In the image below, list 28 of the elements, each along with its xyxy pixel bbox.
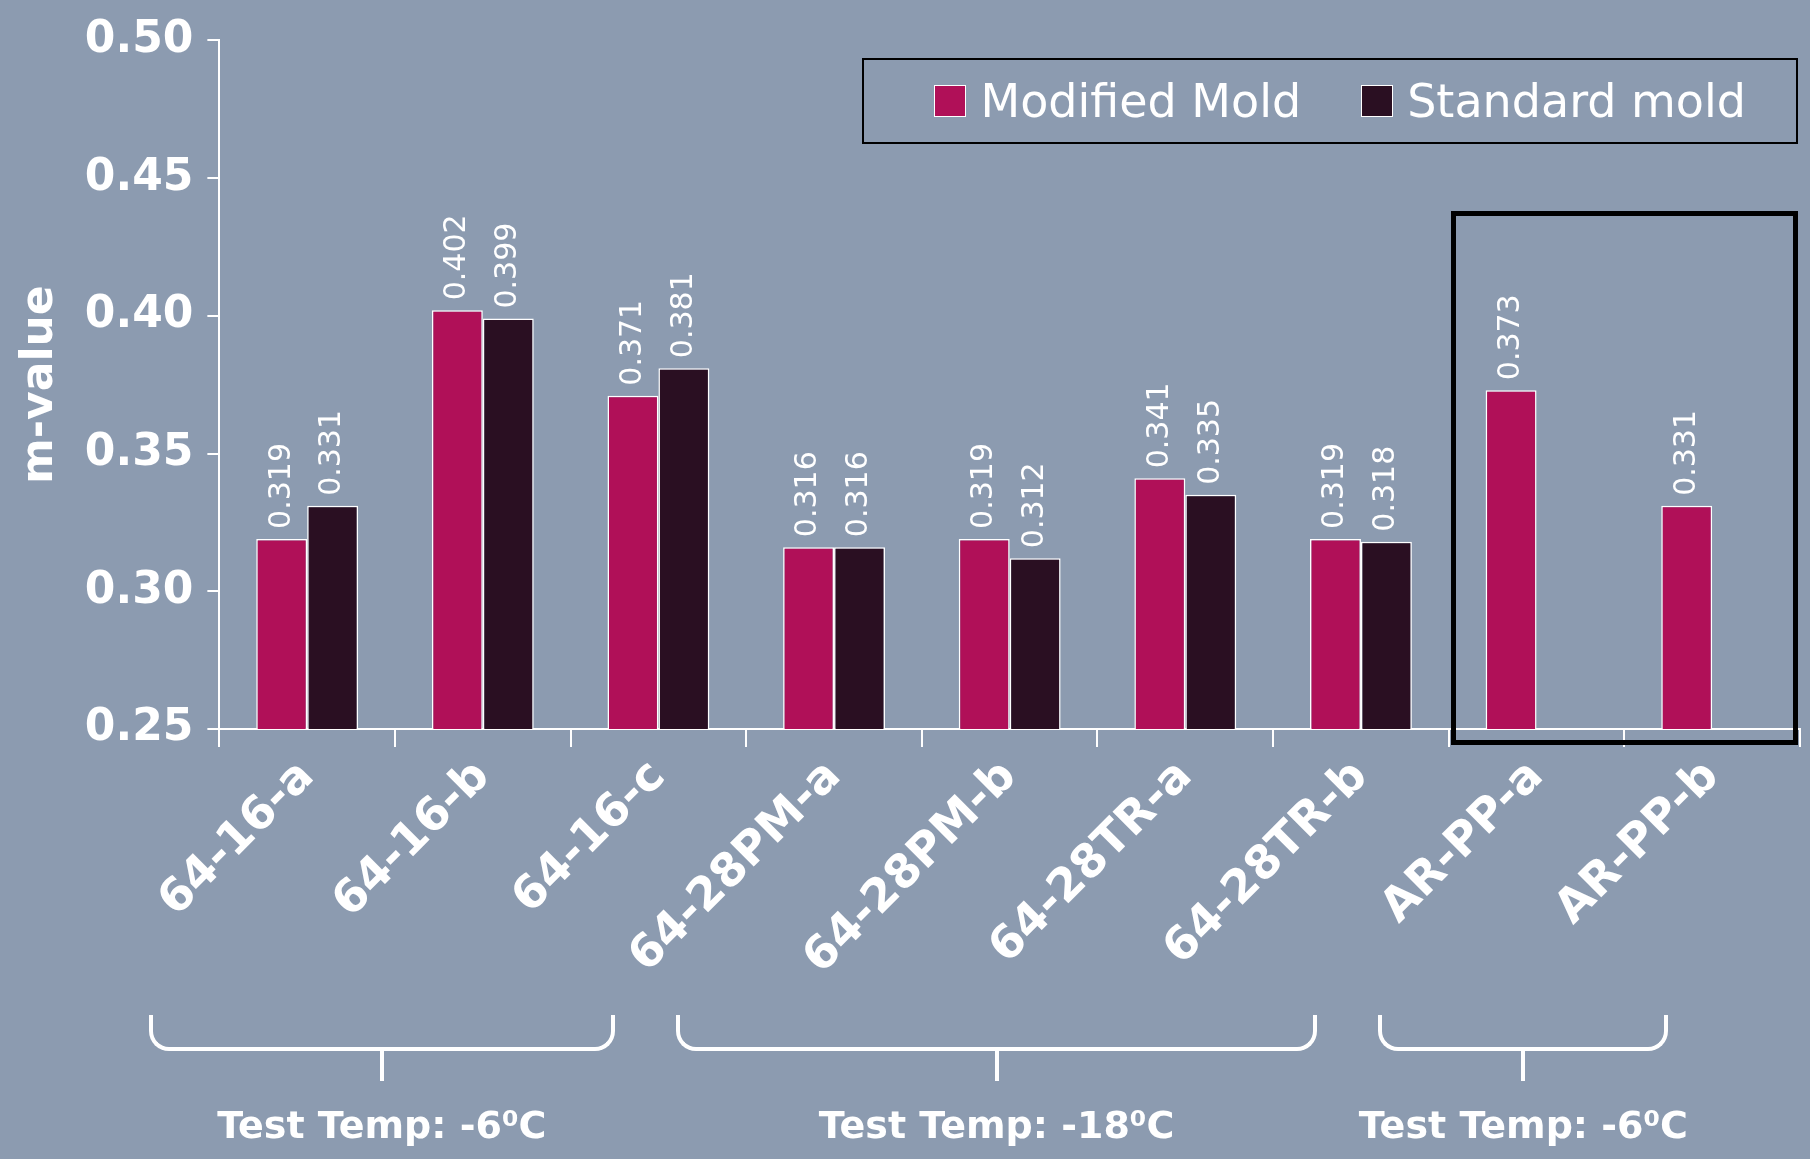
data-label: 0.341 [1139,382,1175,469]
data-label: 0.373 [1490,294,1526,381]
data-label: 0.319 [261,443,297,529]
legend-label: Modified Mold [980,74,1302,129]
data-label: 0.331 [1666,409,1702,496]
y-tick-label: 0.25 [84,699,194,751]
data-label: 0.399 [488,222,524,309]
text: Test Temp: -6⁰C [217,1103,547,1147]
y-tick-label: 0.50 [84,10,194,62]
data-label: 0.316 [788,451,824,538]
data-label: 0.319 [964,443,1000,529]
data-label: 0.335 [1190,398,1226,485]
y-tick-label: 0.40 [84,286,194,338]
y-axis-title: m-value [10,285,62,485]
y-tick-label: 0.45 [84,148,194,200]
data-label: 0.312 [1014,462,1050,549]
data-label: 0.402 [437,214,473,301]
data-label: 0.331 [312,409,348,496]
data-label: 0.371 [612,299,648,386]
data-label: 0.316 [839,451,875,538]
text: Test Temp: -6⁰C [1358,1103,1689,1147]
text: Test Temp: -18⁰C [818,1103,1175,1147]
y-tick-label: 0.35 [84,423,194,475]
y-tick-label: 0.30 [84,561,194,613]
data-label: 0.381 [663,272,699,359]
legend-label: Standard mold [1407,74,1746,129]
data-label: 0.318 [1366,445,1402,532]
data-label: 0.319 [1315,443,1351,529]
